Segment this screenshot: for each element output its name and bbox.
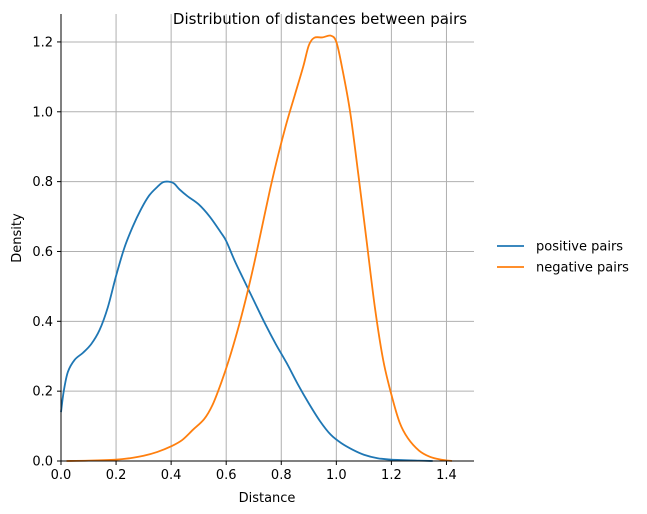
axes <box>60 14 474 462</box>
x-tick-label: 0.4 <box>161 468 182 483</box>
grid <box>60 14 474 462</box>
chart-title: Distribution of distances between pairs <box>173 10 467 28</box>
ticks: 0.0 0.2 0.4 0.6 0.8 1.0 1.2 1.4 0.0 0.2 0.4 0.6 0.8 1… <box>32 35 456 483</box>
x-tick-label: 1.4 <box>436 468 457 483</box>
x-tick-label: 0.2 <box>106 468 127 483</box>
series-layer <box>60 34 453 462</box>
x-axis-label: Distance <box>239 491 296 506</box>
y-tick-label: 0.2 <box>32 385 53 400</box>
x-tick-label: 1.2 <box>381 468 402 483</box>
y-tick-label: 0.4 <box>32 315 53 330</box>
x-tick-label: 0.6 <box>216 468 237 483</box>
series-line-negative-pairs <box>66 34 453 462</box>
legend-label-positive-pairs: positive pairs <box>536 240 623 255</box>
y-tick-label: 1.2 <box>32 35 53 50</box>
y-axis-label: Density <box>10 213 25 263</box>
y-tick-label: 0.6 <box>32 245 53 260</box>
legend: positive pairs negative pairs <box>497 240 629 276</box>
y-tick-label: 0.8 <box>32 175 53 190</box>
series-line-positive-pairs <box>60 180 433 462</box>
x-tick-label: 0.0 <box>51 468 72 483</box>
x-tick-label: 1.0 <box>326 468 347 483</box>
x-tick-label: 0.8 <box>271 468 292 483</box>
y-tick-label: 1.0 <box>32 105 53 120</box>
legend-label-negative-pairs: negative pairs <box>536 261 629 276</box>
y-tick-label: 0.0 <box>32 455 53 470</box>
